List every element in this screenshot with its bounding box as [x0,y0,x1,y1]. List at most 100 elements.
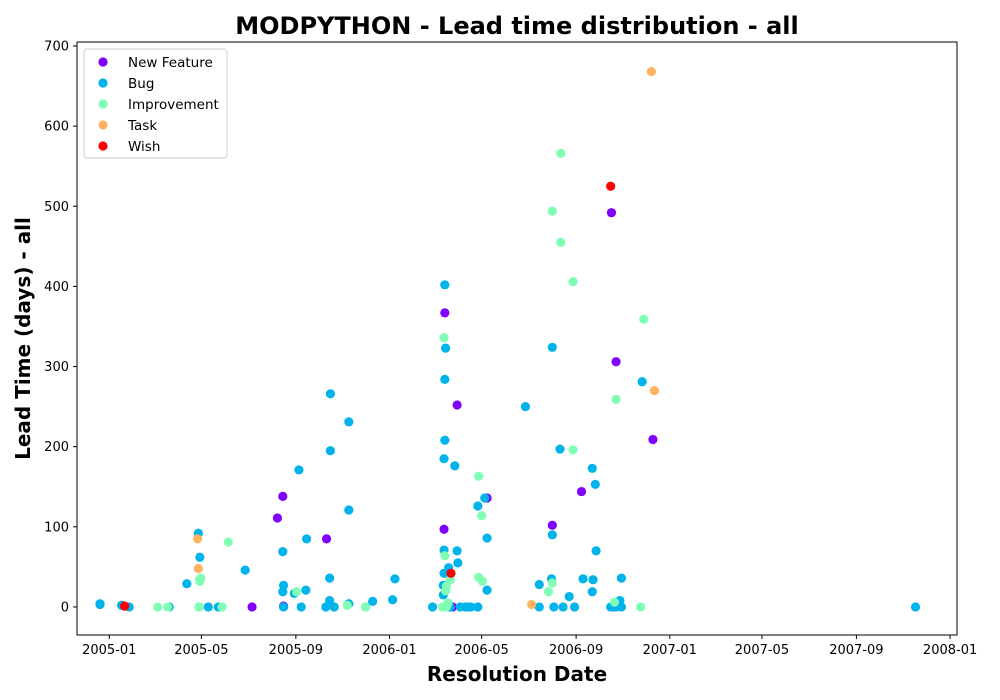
point-bug [440,375,449,384]
point-new-feature [439,525,448,534]
point-bug [482,586,491,595]
y-tick-label: 600 [44,120,69,135]
point-wish [120,602,129,611]
point-bug [344,417,353,426]
point-bug [182,579,191,588]
point-improvement [343,601,352,610]
point-new-feature [648,435,657,444]
point-wish [446,569,455,578]
point-bug [617,574,626,583]
point-bug [535,580,544,589]
point-new-feature [440,308,449,317]
legend-marker-bug [98,78,107,87]
x-tick-label: 2007-09 [829,643,883,658]
point-task [647,67,656,76]
point-bug [588,464,597,473]
point-bug [195,553,204,562]
legend-marker-new-feature [98,57,107,66]
point-improvement [544,587,553,596]
legend-marker-improvement [98,99,107,108]
y-tick-label: 200 [44,440,69,455]
point-bug [390,574,399,583]
point-improvement [548,206,557,215]
point-bug [326,446,335,455]
point-improvement [636,602,645,611]
point-bug [302,534,311,543]
point-bug [325,574,334,583]
point-bug [450,461,459,470]
point-improvement [568,445,577,454]
point-bug [549,602,558,611]
legend-label-bug: Bug [128,76,154,92]
y-tick-label: 100 [44,520,69,535]
point-new-feature [273,513,282,522]
point-improvement [474,472,483,481]
legend-label-improvement: Improvement [128,97,219,113]
legend: New Feature Bug Improvement Task Wish [84,49,227,158]
point-improvement [153,602,162,611]
point-bug [344,505,353,514]
legend-marker-task [98,120,107,129]
point-improvement [440,551,449,560]
point-bug [578,574,587,583]
x-tick-label: 2008-01 [923,643,977,658]
point-bug [453,546,462,555]
point-improvement [194,602,203,611]
point-improvement [439,333,448,342]
point-improvement [568,277,577,286]
legend-label-wish: Wish [128,139,160,155]
legend-label-task: Task [127,118,157,134]
point-improvement [548,578,557,587]
point-new-feature [548,521,557,530]
point-improvement [610,598,619,607]
point-bug [565,592,574,601]
point-bug [95,600,104,609]
point-new-feature [611,357,620,366]
point-bug [439,454,448,463]
point-task [650,386,659,395]
y-tick-label: 300 [44,360,69,375]
point-improvement [361,602,370,611]
x-tick-label: 2005-05 [174,643,228,658]
point-improvement [611,395,620,404]
point-improvement [556,149,565,158]
point-new-feature [607,208,616,217]
point-bug [911,602,920,611]
x-tick-label: 2006-05 [455,643,509,658]
point-bug [330,602,339,611]
point-improvement [477,511,486,520]
point-bug [204,602,213,611]
point-bug [326,389,335,398]
point-bug [591,480,600,489]
point-new-feature [453,400,462,409]
point-bug [548,343,557,352]
point-improvement [196,574,205,583]
x-tick-label: 2005-01 [82,643,136,658]
point-bug [588,575,597,584]
point-bug [279,602,288,611]
x-tick-label: 2006-01 [362,643,416,658]
legend-label-new-feature: New Feature [128,55,213,71]
point-bug [591,546,600,555]
point-bug [588,587,597,596]
x-axis-label: Resolution Date [427,662,607,686]
point-bug [297,602,306,611]
legend-marker-wish [98,141,107,150]
point-bug [482,533,491,542]
y-tick-label: 400 [44,280,69,295]
point-bug [428,602,437,611]
point-improvement [639,315,648,324]
point-new-feature [322,534,331,543]
point-bug [473,501,482,510]
point-task [193,534,202,543]
point-bug [570,602,579,611]
y-tick-label: 700 [44,40,69,55]
point-new-feature [278,492,287,501]
point-improvement [556,238,565,247]
point-bug [480,493,489,502]
point-improvement [163,602,172,611]
point-improvement [292,587,301,596]
x-tick-label: 2006-09 [549,643,603,658]
y-tick-label: 0 [61,600,69,615]
point-improvement [443,598,452,607]
